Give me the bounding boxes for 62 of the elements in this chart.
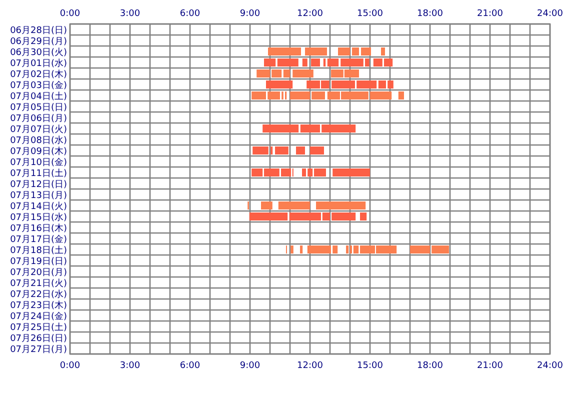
x-tick-label: 9:00 [240, 361, 260, 371]
x2-tick-label: 21:00 [477, 9, 504, 19]
y-tick-label: 07月27日(月) [10, 344, 67, 355]
y-tick-label: 07月14日(火) [10, 200, 67, 212]
x-tick-label: 0:00 [60, 361, 80, 371]
y-tick-label: 07月05日(日) [10, 102, 67, 113]
bar [381, 48, 385, 56]
bar [302, 58, 308, 66]
bar [264, 58, 276, 66]
y-tick-label: 07月21日(火) [10, 278, 67, 289]
bar [277, 58, 298, 66]
y-tick-label: 07月06日(月) [10, 114, 67, 124]
bar [266, 80, 293, 88]
y-tick-label: 06月29日(月) [10, 36, 67, 47]
y-tick-label: 07月18日(土) [10, 244, 67, 256]
y-tick-label: 07月01日(水) [10, 58, 67, 69]
y-tick-label: 07月08日(水) [10, 134, 67, 146]
bar [262, 124, 299, 132]
bar [360, 212, 367, 220]
y-tick-label: 07月22日(水) [10, 288, 67, 300]
y-tick-label: 07月17日(金) [10, 234, 67, 245]
y-tick-label: 07月03日(金) [10, 80, 67, 91]
x2-tick-label: 24:00 [537, 9, 564, 19]
y-tick-label: 07月02日(木) [10, 68, 67, 80]
bar [346, 246, 349, 254]
x2-tick-label: 0:00 [60, 9, 80, 19]
y-tick-label: 07月09日(木) [10, 146, 67, 157]
y-tick-label: 07月25日(土) [10, 322, 67, 333]
y-tick-label: 07月26日(日) [10, 334, 67, 344]
x-tick-label: 24:00 [537, 361, 564, 371]
x-tick-label: 15:00 [357, 361, 384, 371]
bar [249, 212, 288, 220]
y-tick-label: 07月12日(日) [10, 180, 67, 190]
y-tick-label: 07月13日(月) [10, 190, 67, 201]
y-tick-label: 06月28日(日) [10, 26, 67, 36]
bar [252, 146, 268, 154]
bar [275, 146, 288, 154]
x-tick-label: 3:00 [120, 361, 140, 371]
y-tick-label: 07月24日(金) [10, 310, 67, 322]
x2-tick-label: 3:00 [120, 9, 140, 19]
x2-tick-label: 12:00 [297, 9, 324, 19]
y-tick-label: 07月10日(金) [10, 156, 67, 168]
x2-tick-label: 9:00 [240, 9, 260, 19]
y-tick-label: 07月20日(月) [10, 268, 67, 278]
y-tick-label: 07月23日(木) [10, 300, 67, 311]
y-tick-label: 07月11日(土) [10, 168, 67, 179]
y-tick-label: 07月07日(火) [10, 124, 67, 135]
bar [323, 58, 326, 66]
y-tick-label: 07月16日(木) [10, 222, 67, 234]
x-tick-label: 21:00 [477, 361, 504, 371]
bar [398, 92, 404, 100]
y-tick-label: 07月04日(土) [10, 90, 67, 102]
y-tick-label: 07月15日(水) [10, 212, 67, 223]
x-tick-label: 12:00 [297, 361, 324, 371]
x2-tick-label: 15:00 [357, 9, 384, 19]
x-tick-label: 18:00 [417, 361, 444, 371]
x2-tick-label: 18:00 [417, 9, 444, 19]
y-tick-label: 06月30日(火) [10, 46, 67, 58]
y-tick-label: 07月19日(日) [10, 256, 67, 267]
x2-tick-label: 6:00 [180, 9, 200, 19]
x-tick-label: 6:00 [180, 361, 200, 371]
bar [310, 146, 324, 154]
